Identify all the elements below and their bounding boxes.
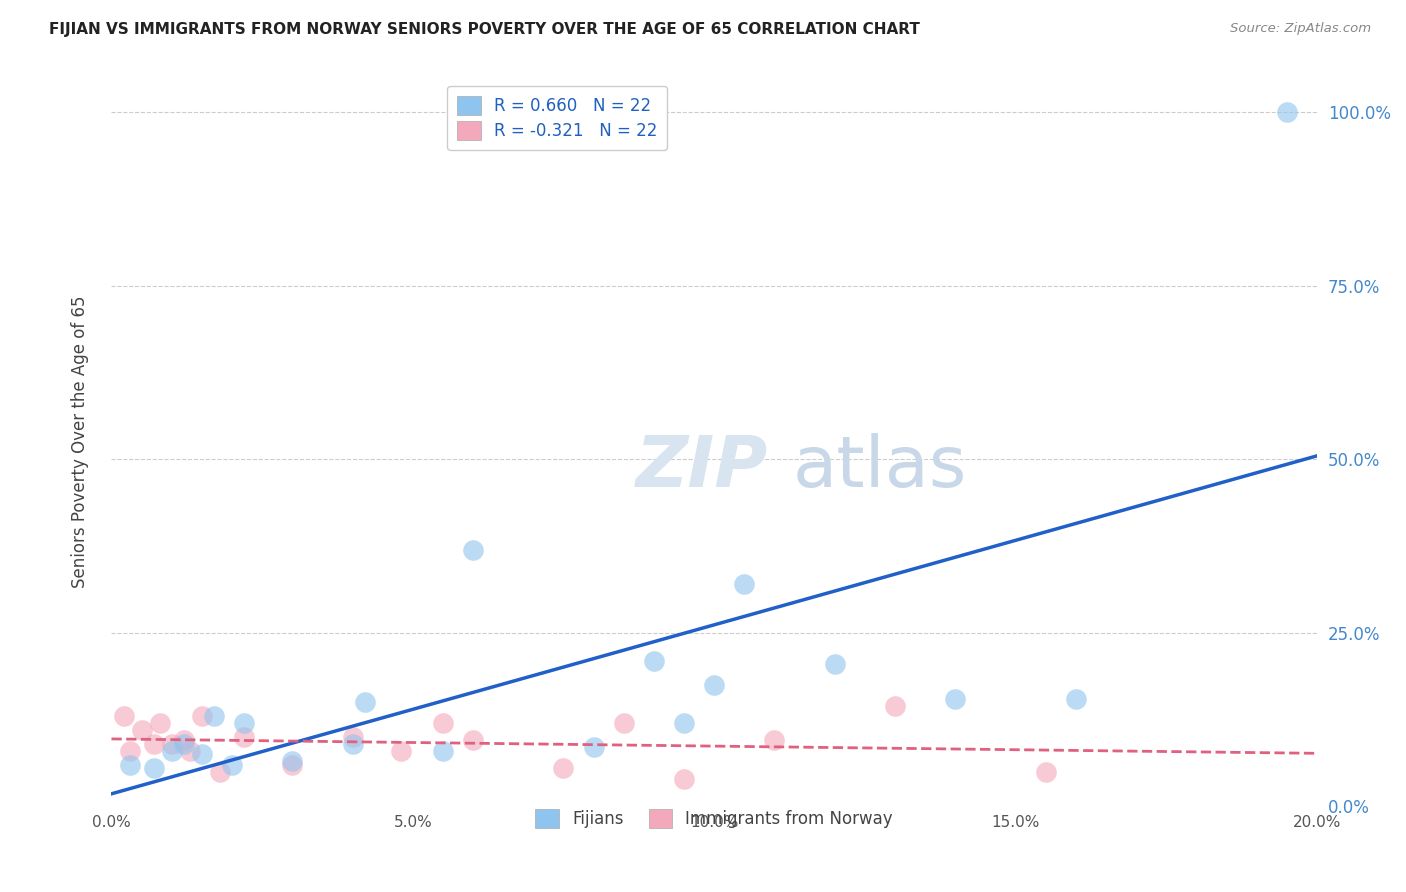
Point — [179, 744, 201, 758]
Point — [673, 716, 696, 731]
Text: FIJIAN VS IMMIGRANTS FROM NORWAY SENIORS POVERTY OVER THE AGE OF 65 CORRELATION : FIJIAN VS IMMIGRANTS FROM NORWAY SENIORS… — [49, 22, 920, 37]
Y-axis label: Seniors Poverty Over the Age of 65: Seniors Poverty Over the Age of 65 — [72, 295, 89, 588]
Point — [461, 733, 484, 747]
Point — [233, 730, 256, 744]
Point — [643, 654, 665, 668]
Text: ZIP: ZIP — [636, 433, 768, 502]
Point — [613, 716, 636, 731]
Point — [173, 737, 195, 751]
Point — [233, 716, 256, 731]
Point — [553, 761, 575, 775]
Point — [142, 737, 165, 751]
Point — [160, 737, 183, 751]
Point — [461, 542, 484, 557]
Point — [432, 716, 454, 731]
Point — [1275, 105, 1298, 120]
Point — [160, 744, 183, 758]
Point — [763, 733, 786, 747]
Point — [281, 757, 304, 772]
Point — [943, 691, 966, 706]
Point — [131, 723, 153, 737]
Point — [191, 747, 214, 762]
Point — [824, 657, 846, 671]
Point — [353, 695, 375, 709]
Point — [221, 757, 243, 772]
Point — [673, 772, 696, 786]
Point — [149, 716, 172, 731]
Point — [1064, 691, 1087, 706]
Point — [733, 577, 755, 591]
Point — [703, 678, 725, 692]
Point — [191, 709, 214, 723]
Point — [202, 709, 225, 723]
Point — [884, 698, 907, 713]
Point — [118, 757, 141, 772]
Point — [342, 730, 364, 744]
Point — [281, 754, 304, 768]
Point — [582, 740, 605, 755]
Point — [1035, 764, 1057, 779]
Legend: Fijians, Immigrants from Norway: Fijians, Immigrants from Norway — [529, 802, 900, 835]
Point — [208, 764, 231, 779]
Point — [173, 733, 195, 747]
Text: Source: ZipAtlas.com: Source: ZipAtlas.com — [1230, 22, 1371, 36]
Point — [389, 744, 412, 758]
Point — [118, 744, 141, 758]
Point — [112, 709, 135, 723]
Point — [142, 761, 165, 775]
Point — [342, 737, 364, 751]
Text: atlas: atlas — [793, 433, 967, 502]
Point — [432, 744, 454, 758]
